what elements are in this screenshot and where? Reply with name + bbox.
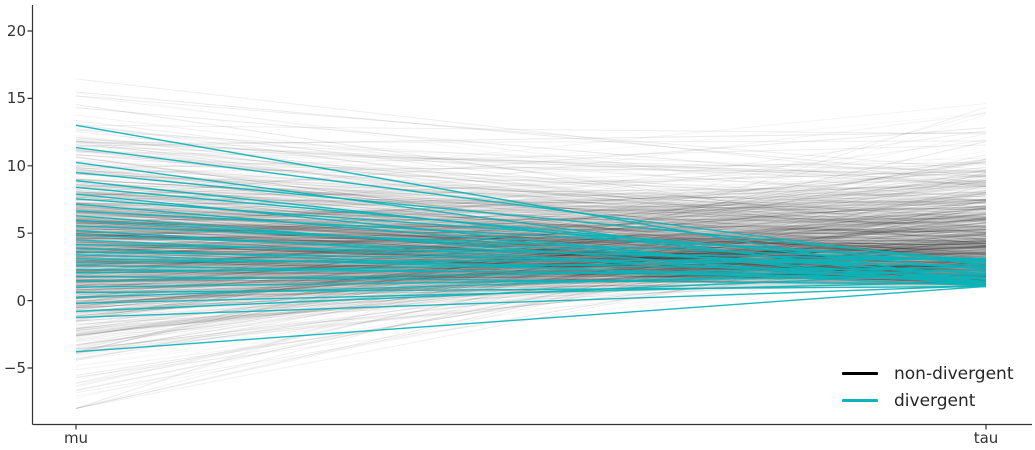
x-tick-label-mu: mu xyxy=(63,429,89,447)
y-tick-label: 20 xyxy=(6,22,26,40)
legend-label-non-divergent: non-divergent xyxy=(894,363,1014,384)
y-tick-label: −5 xyxy=(3,359,26,377)
y-tick-label: 15 xyxy=(6,89,26,108)
y-tick-label: 5 xyxy=(16,224,26,243)
legend-item-divergent: divergent xyxy=(842,387,1014,414)
legend-item-non-divergent: non-divergent xyxy=(842,360,1014,387)
x-tick-label-tau: tau xyxy=(973,429,999,447)
y-tick-label: 10 xyxy=(6,156,26,175)
legend: non-divergent divergent xyxy=(842,360,1014,414)
non-divergent-line-swatch xyxy=(842,372,878,375)
y-tick-label: 0 xyxy=(16,291,26,310)
divergent-line-swatch xyxy=(842,399,878,402)
legend-label-divergent: divergent xyxy=(894,390,976,411)
